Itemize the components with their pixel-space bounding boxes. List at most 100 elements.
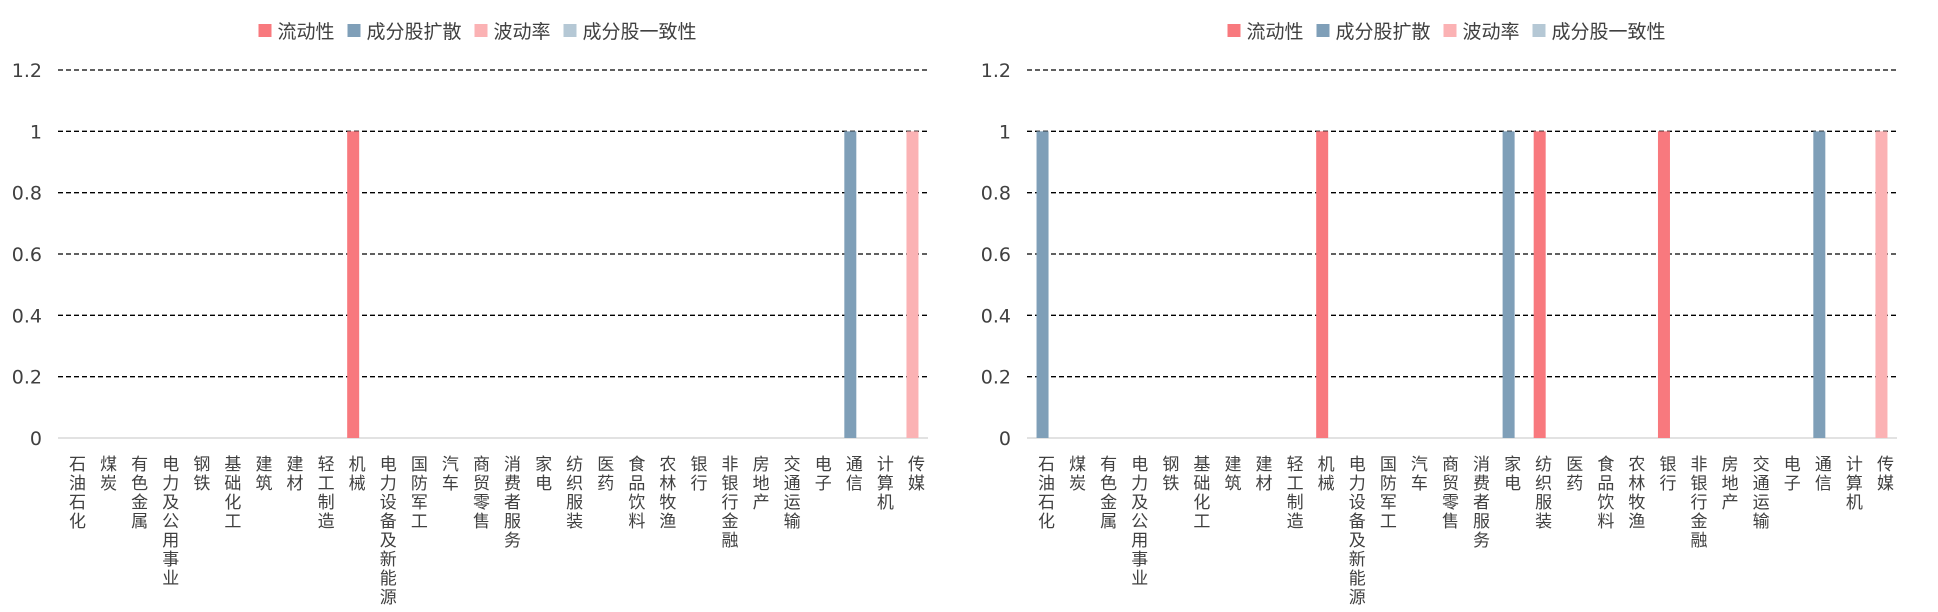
- x-tick-label: 基础化工: [224, 455, 241, 532]
- y-tick-label: 0: [30, 428, 42, 450]
- y-tick-label: 1.2: [981, 60, 1011, 82]
- x-tick-label: 消费者服务: [1473, 455, 1490, 551]
- x-tick-labels: 石油石化煤炭有色金属电力及公用事业钢铁基础化工建筑建材轻工制造机械电力设备及新能…: [69, 455, 925, 608]
- x-tick-label: 医药: [597, 455, 614, 494]
- legend-item: 波动率: [474, 21, 551, 43]
- bar: [906, 131, 919, 439]
- x-tick-label: 银行: [1659, 455, 1676, 494]
- x-tick-label: 纺织服装: [566, 455, 583, 532]
- x-tick-label: 有色金属: [131, 455, 148, 532]
- legend-label: 成分股一致性: [1552, 21, 1666, 43]
- x-tick-label: 商贸零售: [1442, 455, 1459, 532]
- x-tick-label: 电力及公用事业: [1131, 455, 1148, 589]
- y-tick-label: 1: [999, 121, 1011, 143]
- x-tick-label: 煤炭: [1069, 455, 1086, 494]
- x-tick-label: 建筑: [1224, 455, 1241, 494]
- legend-item: 成分股扩散: [1316, 21, 1431, 43]
- bar: [1875, 131, 1888, 439]
- x-tick-label: 食品饮料: [628, 455, 645, 532]
- bar: [1316, 131, 1329, 439]
- x-tick-label: 医药: [1566, 455, 1583, 494]
- x-tick-label: 计算机: [1846, 455, 1863, 513]
- legend-item: 成分股一致性: [563, 21, 697, 43]
- x-tick-label: 交通运输: [784, 455, 801, 532]
- bars: [347, 131, 919, 439]
- legend-swatch: [474, 24, 488, 37]
- x-tick-label: 消费者服务: [504, 455, 521, 551]
- x-tick-label: 钢铁: [193, 455, 210, 494]
- chart-panel-left: 流动性 成分股扩散 波动率 成分股一致性 0 0.2 0.4 0.6 0.8 1 1.2 石油石化 煤炭…: [12, 21, 928, 608]
- x-tick-label: 有色金属: [1100, 455, 1117, 532]
- legend-swatch: [347, 24, 361, 37]
- y-tick-label: 0.4: [981, 305, 1011, 327]
- bar: [844, 131, 857, 439]
- legend-label: 波动率: [494, 21, 551, 43]
- x-tick-label: 房地产: [1722, 455, 1739, 513]
- x-tick-label: 非银行金融: [722, 455, 739, 551]
- x-tick-label: 食品饮料: [1597, 455, 1614, 532]
- x-tick-label: 家电: [1504, 455, 1521, 494]
- x-tick-label: 钢铁: [1162, 455, 1179, 494]
- x-tick-label: 商贸零售: [473, 455, 490, 532]
- bar: [1502, 131, 1515, 439]
- y-tick-label: 0.8: [981, 183, 1011, 205]
- legend-label: 成分股一致性: [583, 21, 697, 43]
- x-tick-label: 建筑: [255, 455, 272, 494]
- bar: [347, 131, 360, 439]
- x-tick-label: 建材: [287, 455, 304, 494]
- x-tick-label: 汽车: [1411, 455, 1428, 494]
- legend: 流动性 成分股扩散 波动率 成分股一致性: [1227, 21, 1666, 43]
- y-tick-label: 0.6: [12, 244, 42, 266]
- bar: [1036, 131, 1049, 439]
- x-tick-label: 基础化工: [1193, 455, 1210, 532]
- legend-item: 流动性: [1227, 21, 1304, 43]
- legend-swatch: [1227, 24, 1241, 37]
- x-tick-label: 计算机: [877, 455, 894, 513]
- legend-label: 成分股扩散: [1336, 21, 1431, 43]
- x-tick-label: 国防军工: [1380, 455, 1397, 532]
- x-tick-label: 石油石化: [1038, 455, 1055, 532]
- y-tick-label: 0.2: [12, 367, 42, 389]
- x-tick-label: 通信: [1815, 455, 1832, 494]
- legend-label: 流动性: [1247, 21, 1304, 43]
- legend-label: 波动率: [1463, 21, 1520, 43]
- bar-chart-left: 流动性 成分股扩散 波动率 成分股一致性 0 0.2 0.4 0.6 0.8 1 1.2 石油石化煤炭…: [12, 21, 928, 608]
- legend: 流动性 成分股扩散 波动率 成分股一致性: [258, 21, 697, 43]
- y-tick-label: 0.8: [12, 183, 42, 205]
- bar: [1533, 131, 1546, 439]
- x-tick-label: 石油石化: [69, 455, 86, 532]
- x-tick-label: 纺织服装: [1535, 455, 1552, 532]
- legend-swatch: [1316, 24, 1330, 37]
- x-tick-label: 轻工制造: [318, 455, 335, 532]
- bar: [1657, 131, 1670, 439]
- legend-label: 成分股扩散: [367, 21, 462, 43]
- legend-swatch: [563, 24, 577, 37]
- bar: [1813, 131, 1826, 439]
- y-tick-label: 1.2: [12, 60, 42, 82]
- y-tick-label: 0.4: [12, 305, 42, 327]
- x-tick-label: 交通运输: [1753, 455, 1770, 532]
- legend-swatch: [258, 24, 272, 37]
- x-tick-label: 机械: [349, 455, 366, 494]
- x-tick-label: 电子: [815, 455, 832, 494]
- y-tick-label: 0.2: [981, 367, 1011, 389]
- legend-item: 成分股一致性: [1532, 21, 1666, 43]
- y-tick-label: 0: [999, 428, 1011, 450]
- x-tick-label: 房地产: [753, 455, 770, 513]
- x-tick-label: 国防军工: [411, 455, 428, 532]
- x-tick-label: 传媒: [908, 455, 925, 494]
- y-tick-label: 0.6: [981, 244, 1011, 266]
- bars: [1036, 131, 1888, 439]
- x-tick-label: 汽车: [442, 455, 459, 494]
- x-tick-label: 建材: [1256, 455, 1273, 494]
- x-tick-label: 电力设备及新能源: [380, 455, 397, 608]
- chart-panel-right: 流动性 成分股扩散 波动率 成分股一致性 0 0.2 0.4 0.6 0.8 1 1.2 石油石化 煤炭…: [969, 0, 1938, 612]
- x-tick-label: 农林牧渔: [659, 455, 676, 532]
- x-tick-label: 电子: [1784, 455, 1801, 494]
- legend-item: 流动性: [258, 21, 335, 43]
- legend-swatch: [1532, 24, 1546, 37]
- legend-item: 成分股扩散: [347, 21, 462, 43]
- x-tick-label: 农林牧渔: [1628, 455, 1645, 532]
- legend-label: 流动性: [278, 21, 335, 43]
- bar-chart-right: 流动性 成分股扩散 波动率 成分股一致性 0 0.2 0.4 0.6 0.8 1 1.2 石油石化煤炭…: [981, 21, 1897, 608]
